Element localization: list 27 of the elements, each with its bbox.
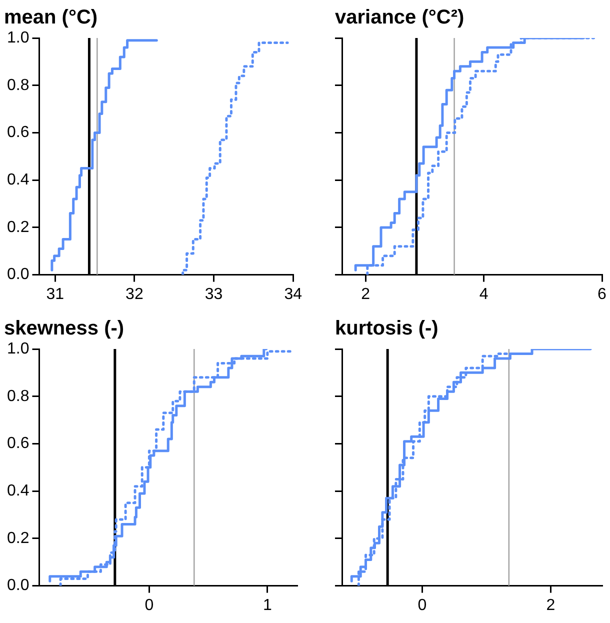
y-tick-label: 0.0 (6, 266, 30, 284)
x-tick-label: 2 (546, 596, 556, 614)
x-tick-label: 32 (126, 286, 144, 303)
y-tick-label: 1.0 (6, 340, 30, 358)
y-tick-label: 0.6 (6, 435, 30, 452)
x-tick-label: 31 (46, 286, 64, 303)
chart-title: mean (°C) (4, 6, 98, 29)
x-tick-label: 0 (418, 596, 427, 614)
x-tick-label: 0 (144, 596, 154, 614)
y-tick-label: 0.6 (6, 124, 30, 142)
y-tick-label: 0.2 (6, 218, 30, 236)
x-tick-label: 33 (204, 286, 223, 303)
y-tick-label: 0.8 (6, 76, 30, 94)
x-tick-label: 1 (262, 596, 272, 614)
chart-title: kurtosis (-) (335, 318, 438, 340)
y-tick-label: 1.0 (6, 29, 30, 46)
y-tick-label: 0.0 (6, 577, 30, 594)
chart-title: variance (°C²) (335, 6, 464, 29)
y-tick-label: 0.8 (6, 388, 30, 405)
y-tick-label: 0.4 (6, 171, 30, 188)
y-tick-label: 0.4 (6, 482, 30, 500)
x-tick-label: 4 (479, 286, 488, 303)
x-tick-label: 6 (598, 286, 607, 303)
chart-title: skewness (-) (4, 318, 124, 340)
y-tick-label: 0.2 (6, 530, 30, 547)
x-tick-label: 34 (284, 286, 302, 303)
x-tick-label: 2 (361, 286, 370, 303)
